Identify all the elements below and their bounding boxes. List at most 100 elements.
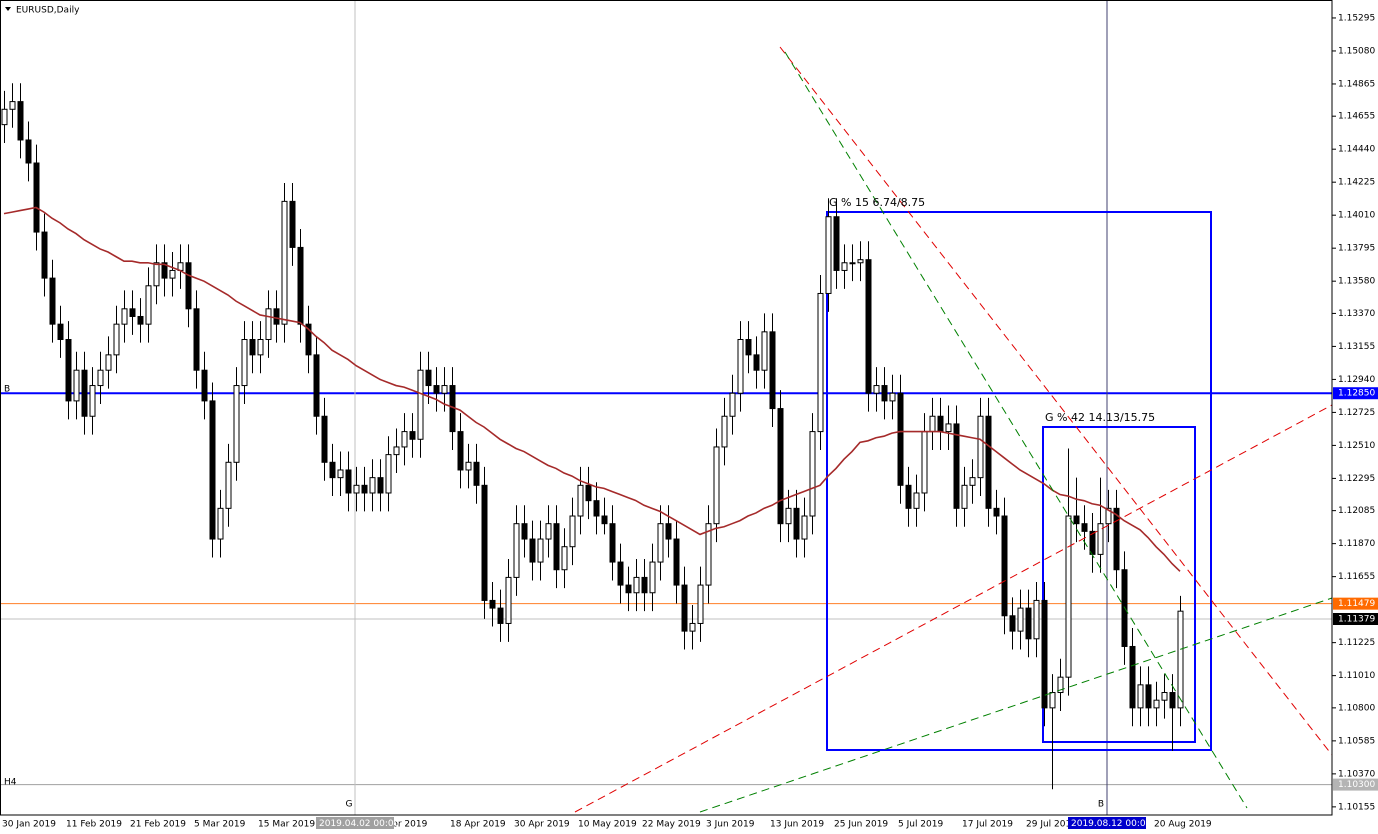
- x-tick-label: Apr 2019: [386, 820, 428, 830]
- candle-body: [1113, 507, 1120, 571]
- candle-body: [433, 385, 440, 394]
- candle-body: [1073, 515, 1080, 525]
- candle-body: [249, 339, 256, 356]
- candle-body: [825, 216, 832, 294]
- x-tick-label: 25 Jun 2019: [834, 820, 888, 830]
- candle-body: [89, 385, 96, 417]
- candle-body: [137, 315, 144, 325]
- candle-body: [457, 431, 464, 471]
- candle-body: [145, 285, 152, 325]
- candle-body: [817, 292, 824, 433]
- candle-body: [121, 308, 128, 325]
- candle-body: [345, 469, 352, 494]
- candle-body: [369, 477, 376, 494]
- candle-body: [201, 369, 208, 402]
- candle-body: [289, 200, 296, 248]
- candle-body: [617, 561, 624, 586]
- y-tick-label: 1.13795: [1338, 244, 1375, 254]
- y-tick-label: 1.12085: [1338, 506, 1375, 516]
- crosshair-date: 2019.04.02 00:00: [319, 819, 400, 829]
- candle-body: [601, 515, 608, 525]
- y-tick-label: 1.15295: [1338, 13, 1375, 23]
- candle-body: [193, 308, 200, 371]
- candle-body: [185, 262, 192, 310]
- y-tick-label: 1.15080: [1338, 46, 1375, 56]
- x-tick-label: 3 Jun 2019: [706, 820, 755, 830]
- candle-body: [737, 339, 744, 394]
- candle-body: [857, 259, 864, 264]
- chart-title: EURUSD,Daily: [16, 6, 80, 16]
- y-tick-label: 1.12510: [1338, 441, 1375, 451]
- price-label-box: [1333, 387, 1378, 400]
- plot-frame: [0, 0, 1333, 816]
- crosshair-date-box: [1068, 817, 1146, 829]
- candle-body: [313, 354, 320, 417]
- price-label: 1.10300: [1338, 780, 1375, 790]
- candle-body: [9, 101, 16, 110]
- candle-body: [1041, 599, 1048, 709]
- candle-body: [161, 262, 168, 279]
- candle-body: [1105, 507, 1112, 525]
- candle-body: [225, 461, 232, 509]
- candle-body: [1057, 676, 1064, 694]
- x-tick-label: 10 May 2019: [578, 820, 637, 830]
- candle-body: [361, 484, 368, 494]
- candle-body: [873, 385, 880, 394]
- candle-body: [561, 546, 568, 571]
- candle-body: [585, 484, 592, 502]
- candle-body: [849, 262, 856, 265]
- y-tick-label: 1.14655: [1338, 112, 1375, 122]
- candle-body: [681, 584, 688, 632]
- menu-triangle[interactable]: [5, 7, 11, 11]
- candle-body: [953, 423, 960, 509]
- price-label-box: [1333, 613, 1378, 626]
- x-tick-label: 30 Jan 2019: [2, 820, 56, 830]
- candles: [1, 83, 1184, 790]
- candle-body: [745, 339, 752, 356]
- candle-body: [569, 515, 576, 548]
- trend-line: [574, 404, 1333, 813]
- x-tick-label: 11 Feb 2019: [66, 820, 122, 830]
- candle-body: [1, 108, 8, 126]
- y-tick-label: 1.12295: [1338, 474, 1375, 484]
- candle-body: [521, 523, 528, 540]
- candle-body: [105, 354, 112, 371]
- annotation: G % 42 14.13/15.75: [1045, 411, 1155, 424]
- x-tick-label: 15 Mar 2019: [258, 820, 315, 830]
- candle-body: [73, 369, 80, 402]
- candle-body: [129, 308, 136, 317]
- candle-body: [793, 507, 800, 540]
- candle-body: [321, 415, 328, 463]
- crosshair-date-box: [316, 817, 394, 829]
- y-tick-label: 1.12940: [1338, 375, 1375, 385]
- candle-body: [377, 477, 384, 494]
- candle-body: [241, 339, 248, 387]
- y-tick-label: 1.10370: [1338, 769, 1375, 779]
- candle-body: [97, 369, 104, 387]
- annotation: B: [4, 385, 10, 395]
- candle-body: [1177, 610, 1184, 709]
- y-tick-label: 1.14010: [1338, 211, 1375, 221]
- candle-body: [169, 269, 176, 279]
- x-tick-label: 30 Apr 2019: [514, 820, 570, 830]
- candle-body: [217, 507, 224, 540]
- y-tick-label: 1.13155: [1338, 342, 1375, 352]
- trend-line: [699, 597, 1333, 813]
- candle-body: [593, 500, 600, 517]
- candle-body: [897, 392, 904, 486]
- candle-body: [329, 461, 336, 479]
- candle-body: [1137, 684, 1144, 709]
- candle-body: [945, 423, 952, 433]
- candle-body: [1129, 645, 1136, 709]
- candle-body: [505, 576, 512, 624]
- candle-body: [969, 477, 976, 486]
- candle-body: [1097, 523, 1104, 555]
- candle-body: [929, 415, 936, 433]
- y-tick-label: 1.14225: [1338, 178, 1375, 188]
- trend-line: [779, 46, 1333, 756]
- box-large: [826, 211, 1212, 751]
- candle-body: [337, 469, 344, 479]
- candle-body: [985, 415, 992, 509]
- candle-body: [801, 515, 808, 540]
